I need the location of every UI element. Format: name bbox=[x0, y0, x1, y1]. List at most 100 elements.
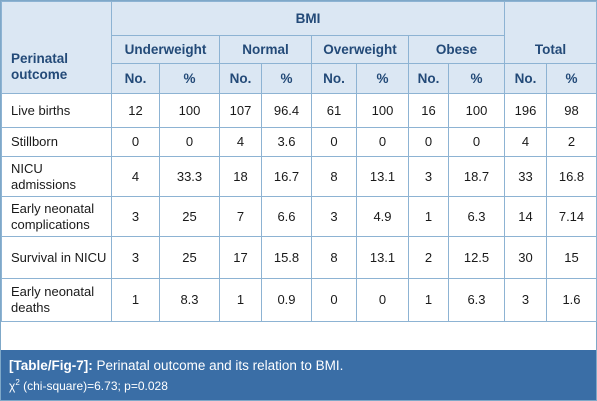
table-caption: [Table/Fig-7]: Perinatal outcome and its… bbox=[1, 350, 596, 400]
percent-cell: 100 bbox=[159, 93, 220, 128]
count-cell: 8 bbox=[311, 156, 357, 197]
count-cell: 196 bbox=[504, 93, 547, 128]
count-cell: 3 bbox=[111, 236, 160, 279]
total-header: Total bbox=[504, 1, 597, 64]
table-row: Live births 12 100 107 96.4 61 100 16 100 196 98 bbox=[1, 93, 597, 128]
table-row: Stillborn 0 0 4 3.6 0 0 0 0 4 2 bbox=[1, 127, 597, 157]
row-label: Stillborn bbox=[1, 127, 112, 157]
count-cell: 4 bbox=[219, 127, 262, 157]
percent-cell: 15 bbox=[546, 236, 597, 279]
table-row: Early neonatal deaths 1 8.3 1 0.9 0 0 1 6.3 3 1.6 bbox=[1, 278, 597, 322]
percent-cell: 0 bbox=[448, 127, 505, 157]
no-header: No. bbox=[311, 63, 357, 94]
caption-statistic: χ2 (chi-square)=6.73; p=0.028 bbox=[9, 378, 168, 393]
category-header-obese: Obese bbox=[408, 35, 505, 64]
count-cell: 12 bbox=[111, 93, 160, 128]
count-cell: 18 bbox=[219, 156, 262, 197]
caption-title-line: [Table/Fig-7]: Perinatal outcome and its… bbox=[9, 358, 343, 373]
count-cell: 14 bbox=[504, 196, 547, 237]
percent-header: % bbox=[159, 63, 220, 94]
percent-header: % bbox=[546, 63, 597, 94]
count-cell: 8 bbox=[311, 236, 357, 279]
percent-cell: 4.9 bbox=[356, 196, 409, 237]
percent-cell: 8.3 bbox=[159, 278, 220, 322]
count-cell: 0 bbox=[311, 278, 357, 322]
perinatal-outcome-table: Perinatal outcome BMI Total Underweight … bbox=[1, 1, 597, 322]
row-label: Survival in NICU bbox=[1, 236, 112, 279]
count-cell: 4 bbox=[504, 127, 547, 157]
percent-cell: 13.1 bbox=[356, 156, 409, 197]
percent-cell: 98 bbox=[546, 93, 597, 128]
table-row: NICU admissions 4 33.3 18 16.7 8 13.1 3 18.7 33 16… bbox=[1, 156, 597, 197]
count-cell: 3 bbox=[311, 196, 357, 237]
stat-superscript: 2 bbox=[15, 378, 20, 387]
table-row: Survival in NICU 3 25 17 15.8 8 13.1 2 12.5 30 15 bbox=[1, 236, 597, 279]
count-cell: 1 bbox=[408, 278, 449, 322]
count-cell: 1 bbox=[219, 278, 262, 322]
row-label: NICU admissions bbox=[1, 156, 112, 197]
percent-cell: 33.3 bbox=[159, 156, 220, 197]
percent-cell: 100 bbox=[448, 93, 505, 128]
percent-cell: 18.7 bbox=[448, 156, 505, 197]
percent-cell: 25 bbox=[159, 236, 220, 279]
percent-header: % bbox=[261, 63, 312, 94]
percent-cell: 100 bbox=[356, 93, 409, 128]
percent-cell: 25 bbox=[159, 196, 220, 237]
percent-cell: 7.14 bbox=[546, 196, 597, 237]
count-cell: 0 bbox=[111, 127, 160, 157]
percent-cell: 6.6 bbox=[261, 196, 312, 237]
stat-text: (chi-square)=6.73; p=0.028 bbox=[23, 379, 168, 393]
percent-cell: 6.3 bbox=[448, 196, 505, 237]
percent-header: % bbox=[448, 63, 505, 94]
count-cell: 0 bbox=[408, 127, 449, 157]
percent-cell: 16.8 bbox=[546, 156, 597, 197]
percent-cell: 0.9 bbox=[261, 278, 312, 322]
percent-cell: 0 bbox=[356, 278, 409, 322]
percent-cell: 2 bbox=[546, 127, 597, 157]
count-cell: 17 bbox=[219, 236, 262, 279]
count-cell: 33 bbox=[504, 156, 547, 197]
no-header: No. bbox=[504, 63, 547, 94]
percent-cell: 0 bbox=[356, 127, 409, 157]
table-row: Early neonatal complications 3 25 7 6.6 3 4.9 1… bbox=[1, 196, 597, 237]
category-header-underweight: Underweight bbox=[111, 35, 220, 64]
percent-cell: 6.3 bbox=[448, 278, 505, 322]
count-cell: 3 bbox=[408, 156, 449, 197]
table-body: Live births 12 100 107 96.4 61 100 16 100 196 98 St… bbox=[1, 93, 597, 322]
row-label: Live births bbox=[1, 93, 112, 128]
no-header: No. bbox=[219, 63, 262, 94]
stat-symbol: χ bbox=[9, 379, 16, 393]
count-cell: 1 bbox=[111, 278, 160, 322]
category-header-normal: Normal bbox=[219, 35, 312, 64]
category-header-overweight: Overweight bbox=[311, 35, 409, 64]
count-cell: 0 bbox=[311, 127, 357, 157]
percent-cell: 12.5 bbox=[448, 236, 505, 279]
count-cell: 61 bbox=[311, 93, 357, 128]
percent-cell: 3.6 bbox=[261, 127, 312, 157]
count-cell: 7 bbox=[219, 196, 262, 237]
no-header: No. bbox=[408, 63, 449, 94]
percent-header: % bbox=[356, 63, 409, 94]
no-header: No. bbox=[111, 63, 160, 94]
count-cell: 107 bbox=[219, 93, 262, 128]
count-cell: 3 bbox=[504, 278, 547, 322]
caption-title: Perinatal outcome and its relation to BM… bbox=[96, 358, 344, 373]
count-cell: 1 bbox=[408, 196, 449, 237]
percent-cell: 0 bbox=[159, 127, 220, 157]
percent-cell: 13.1 bbox=[356, 236, 409, 279]
outcome-column-header: Perinatal outcome bbox=[1, 1, 112, 94]
count-cell: 16 bbox=[408, 93, 449, 128]
percent-cell: 16.7 bbox=[261, 156, 312, 197]
percent-cell: 1.6 bbox=[546, 278, 597, 322]
row-label: Early neonatal complications bbox=[1, 196, 112, 237]
caption-tag: [Table/Fig-7]: bbox=[9, 358, 93, 373]
count-cell: 2 bbox=[408, 236, 449, 279]
bmi-group-header: BMI bbox=[111, 1, 505, 36]
percent-cell: 15.8 bbox=[261, 236, 312, 279]
row-label: Early neonatal deaths bbox=[1, 278, 112, 322]
count-cell: 3 bbox=[111, 196, 160, 237]
percent-cell: 96.4 bbox=[261, 93, 312, 128]
count-cell: 4 bbox=[111, 156, 160, 197]
count-cell: 30 bbox=[504, 236, 547, 279]
